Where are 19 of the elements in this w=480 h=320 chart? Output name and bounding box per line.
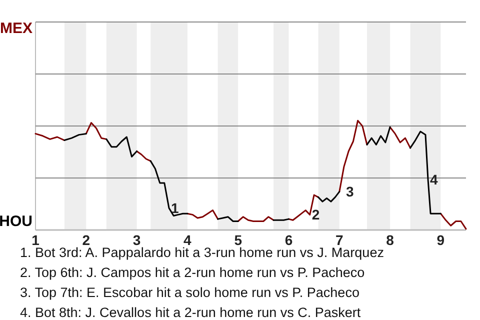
text: MEX [0,20,32,37]
x-tick-label: 4 [184,232,192,248]
annotation: 2 [312,206,320,223]
text: HOU [0,212,32,230]
x-tick-label: 3 [132,232,141,248]
text: 4. Bot 8th: J. Cevallos hit a 2-run home run vs C. Paskert [20,305,361,320]
x-tick-label: 9 [436,232,445,248]
x-tick-label: 2 [82,232,90,248]
annotation: 1 [171,200,180,216]
x-tick-label: 6 [284,232,293,248]
x-tick-label: 7 [335,232,344,248]
x-tick-label: 5 [234,232,242,248]
x-tick-label: 1 [32,232,40,248]
annotation: 4 [430,172,438,188]
annotation: 3 [346,184,354,200]
text: 2. Top 6th: J. Campos hit a 2-run home run vs P. Pacheco [20,265,365,280]
x-tick-label: 8 [386,232,394,248]
text: 1. Bot 3rd: A. Pappalardo hit a 3-run home run vs J. Marquez [20,245,384,260]
text: 3. Top 7th: E. Escobar hit a solo home run vs P. Pacheco [20,285,360,300]
